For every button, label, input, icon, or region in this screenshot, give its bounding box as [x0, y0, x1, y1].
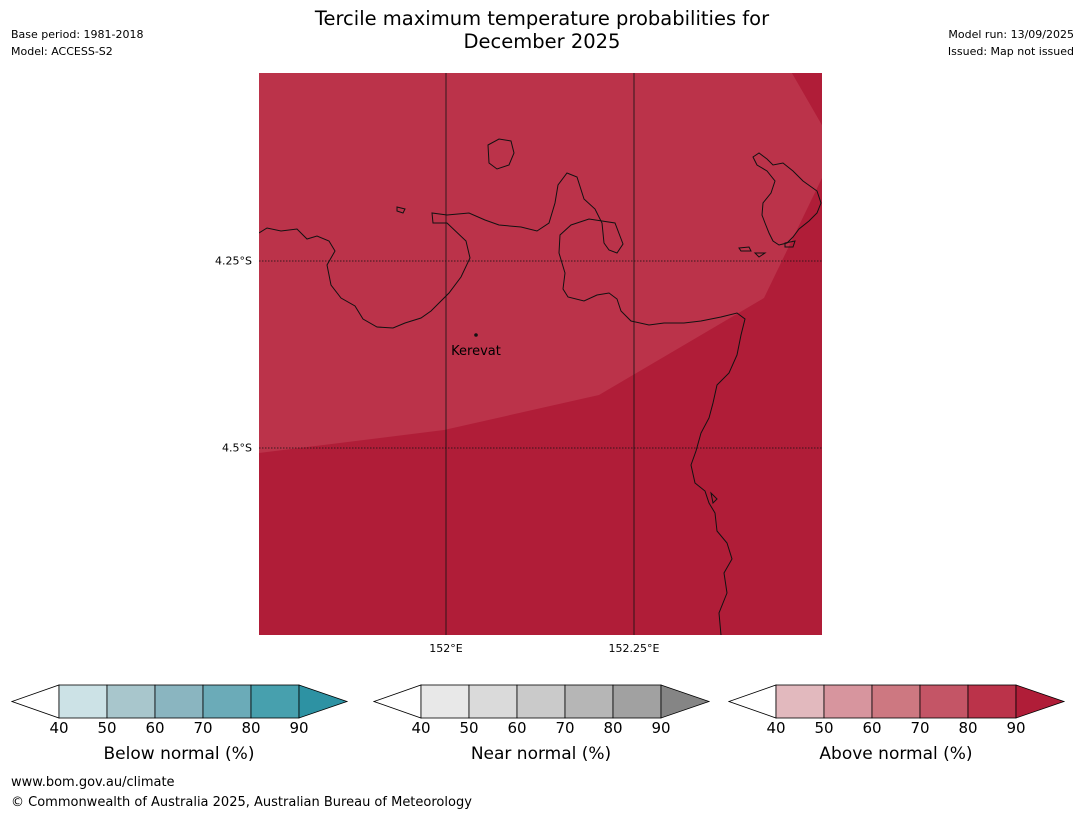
- islet-west: [396, 206, 406, 214]
- colorbar-tick-label: 90: [289, 719, 309, 737]
- islet-east-2: [753, 252, 767, 258]
- colorbar-segment: [564, 684, 614, 719]
- colorbar-label-near: Near normal (%): [470, 744, 612, 764]
- probability-zone-corner: [792, 73, 822, 125]
- lat-label-4-25: 4.25°S: [215, 254, 252, 268]
- colorbar-tick-label: 80: [241, 719, 261, 737]
- colorbar-segment: [823, 684, 873, 719]
- map-title: Tercile maximum temperature probabilitie…: [242, 7, 842, 53]
- colorbar-segment: [919, 684, 969, 719]
- colorbar-segment: [775, 684, 825, 719]
- colorbar-tick-label: 70: [910, 719, 930, 737]
- colorbar-segment: [871, 684, 921, 719]
- colorbar-tick-label: 50: [814, 719, 834, 737]
- islet-southeast: [710, 491, 718, 505]
- map-panel: Kerevat: [259, 73, 822, 635]
- island-northeast: [752, 152, 822, 246]
- colorbar-tick-label: 90: [651, 719, 671, 737]
- colorbar-tick-label: 40: [49, 719, 69, 737]
- colorbar-arrow-high: [660, 684, 711, 719]
- footer-copyright: © Commonwealth of Australia 2025, Austra…: [11, 795, 472, 810]
- model-name: Model: ACCESS-S2: [11, 45, 113, 58]
- colorbar-label-above: Above normal (%): [819, 744, 973, 764]
- base-period: Base period: 1981-2018: [11, 28, 144, 41]
- colorbar-tick-label: 80: [603, 719, 623, 737]
- colorbar-segment: [516, 684, 566, 719]
- footer-url: www.bom.gov.au/climate: [11, 775, 175, 790]
- coastline: [259, 138, 822, 635]
- colorbar-below-normal: [10, 684, 349, 723]
- map-svg: Kerevat: [259, 73, 822, 635]
- colorbar-tick-label: 80: [958, 719, 978, 737]
- lat-label-4-5: 4.5°S: [222, 441, 252, 455]
- colorbar-segment: [612, 684, 662, 719]
- colorbar-tick-label: 50: [97, 719, 117, 737]
- meta-left: Base period: 1981-2018 Model: ACCESS-S2: [11, 26, 143, 60]
- model-run: Model run: 13/09/2025: [948, 28, 1074, 41]
- colorbar-tick-label: 60: [862, 719, 882, 737]
- colorbar-tick-label: 60: [507, 719, 527, 737]
- colorbar-segment: [58, 684, 108, 719]
- colorbar-segment: [420, 684, 470, 719]
- colorbar-arrow-low: [10, 684, 60, 719]
- colorbar-segment: [967, 684, 1017, 719]
- colorbar-segment: [154, 684, 204, 719]
- colorbar-near-normal: [372, 684, 711, 723]
- lon-label-152: 152°E: [429, 642, 463, 655]
- colorbar-above-normal: [727, 684, 1066, 723]
- title-line-1: Tercile maximum temperature probabilitie…: [314, 7, 770, 30]
- graticule: [259, 73, 822, 635]
- colorbar-segment: [468, 684, 518, 719]
- title-line-2: December 2025: [463, 30, 621, 53]
- issued-status: Issued: Map not issued: [947, 45, 1074, 58]
- lon-label-152-25: 152.25°E: [608, 642, 660, 655]
- islet-east-1: [738, 246, 752, 252]
- colorbar-segment: [106, 684, 156, 719]
- colorbar-arrow-high: [1015, 684, 1066, 719]
- colorbar-segment: [202, 684, 252, 719]
- colorbar-tick-label: 60: [145, 719, 165, 737]
- place-label-kerevat: Kerevat: [451, 344, 501, 359]
- colorbar-segment: [250, 684, 300, 719]
- island-north: [487, 138, 515, 170]
- coastline-main: [259, 172, 746, 635]
- meta-right: Model run: 13/09/2025 Issued: Map not is…: [948, 26, 1074, 60]
- probability-zone-70-80: [259, 73, 822, 453]
- islet-east-3: [784, 240, 796, 248]
- kerevat-marker: [474, 333, 478, 337]
- colorbar-arrow-low: [372, 684, 422, 719]
- colorbar-tick-label: 70: [193, 719, 213, 737]
- colorbar-arrow-low: [727, 684, 777, 719]
- colorbar-tick-label: 70: [555, 719, 575, 737]
- colorbar-label-below: Below normal (%): [103, 744, 255, 764]
- colorbar-arrow-high: [298, 684, 349, 719]
- colorbar-tick-label: 40: [766, 719, 786, 737]
- colorbar-tick-label: 50: [459, 719, 479, 737]
- colorbar-tick-label: 40: [411, 719, 431, 737]
- colorbar-tick-label: 90: [1006, 719, 1026, 737]
